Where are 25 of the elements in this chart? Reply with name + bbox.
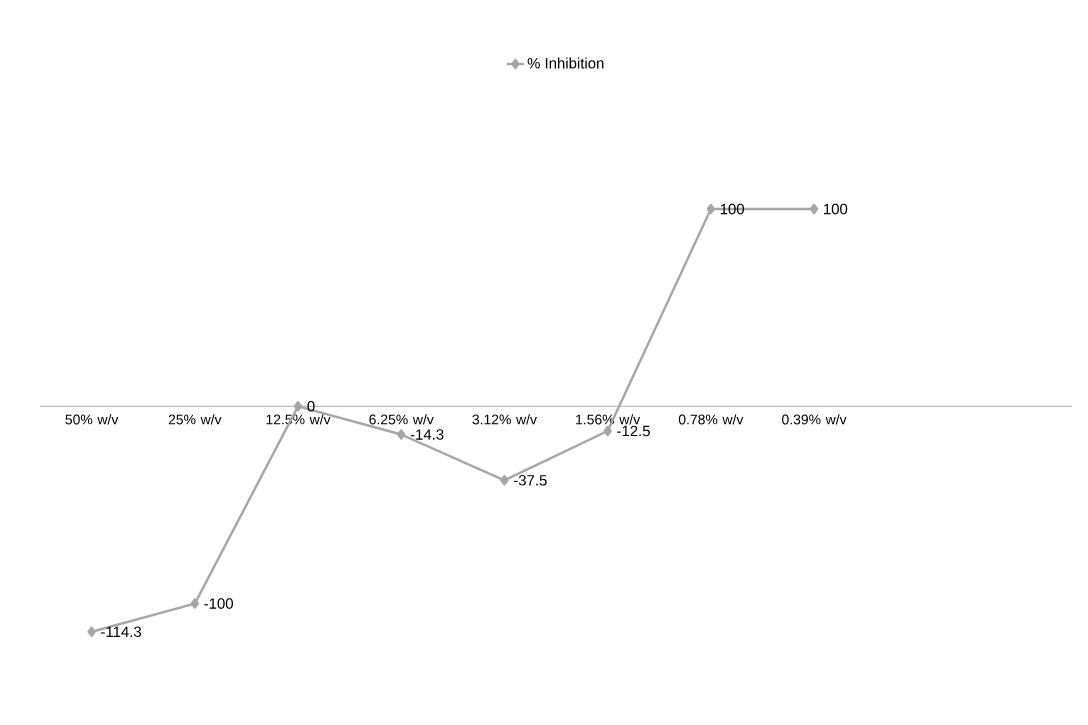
point bbox=[706, 203, 716, 215]
point bbox=[500, 475, 509, 486]
x-tick-label: 50% w/v bbox=[65, 414, 119, 425]
x-tick-label: 6.25% w/v bbox=[369, 414, 434, 425]
data-label: -114.3 bbox=[101, 626, 142, 638]
x-tick-label: 0.78% w/v bbox=[678, 414, 744, 425]
data-label: -37.5 bbox=[513, 475, 547, 486]
x-tick-label: 12.5% w/v bbox=[266, 414, 331, 425]
point bbox=[603, 425, 612, 437]
point bbox=[190, 598, 200, 609]
data-label: 100 bbox=[720, 203, 745, 215]
point bbox=[397, 429, 406, 440]
point bbox=[293, 401, 303, 412]
point bbox=[87, 626, 96, 637]
x-tick-label: 25% w/v bbox=[168, 414, 222, 425]
point bbox=[809, 203, 819, 215]
data-label: -12.5 bbox=[617, 425, 650, 437]
x-tick-label: 1.56% w/v bbox=[576, 414, 641, 425]
data-label: -100 bbox=[204, 598, 233, 609]
legend-label: % Inhibition bbox=[527, 57, 604, 69]
data-label: 100 bbox=[824, 203, 848, 215]
x-tick-label: 3.12% w/v bbox=[472, 414, 537, 425]
data-label: -14.3 bbox=[410, 429, 444, 440]
data-label: 0 bbox=[307, 401, 315, 412]
x-tick-label: 0.39% w/v bbox=[782, 414, 847, 425]
